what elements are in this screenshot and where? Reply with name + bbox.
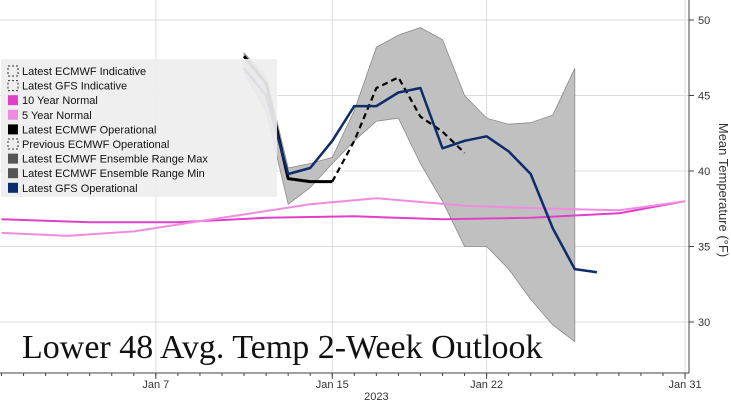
legend-swatch bbox=[8, 168, 18, 179]
series-line-5-year-normal bbox=[1, 197, 686, 237]
ensemble-range-band bbox=[243, 27, 576, 343]
ticks: 30 35 40 45 50 Jan 7 Jan 15 Jan 22 Jan 31 bbox=[1, 15, 710, 391]
legend-label: Latest ECMWF Ensemble Range Min bbox=[22, 168, 205, 180]
legend-swatch bbox=[7, 80, 19, 92]
x-tick-label: Jan 7 bbox=[142, 379, 169, 391]
legend-label: Latest ECMWF Indicative bbox=[22, 66, 146, 78]
y-axis-title: Mean Temperature (°F) bbox=[716, 123, 731, 257]
legend-swatch bbox=[8, 95, 18, 106]
legend-swatch bbox=[8, 153, 18, 164]
x-tick-label: Jan 15 bbox=[316, 379, 349, 391]
legend-swatch bbox=[7, 138, 19, 150]
series-line-10-year-normal bbox=[1, 200, 686, 224]
legend-label: Latest GFS Indicative bbox=[22, 81, 127, 93]
series-line-latest-gfs-operational bbox=[243, 67, 598, 274]
y-tick-label: 50 bbox=[698, 15, 710, 27]
legend-swatch bbox=[7, 65, 19, 77]
y-tick-label: 45 bbox=[698, 91, 710, 103]
legend-label: Latest ECMWF Ensemble Range Max bbox=[22, 154, 208, 166]
x-tick-label: Jan 31 bbox=[669, 379, 702, 391]
legend-swatch bbox=[8, 182, 18, 193]
y-tick-label: 35 bbox=[698, 242, 710, 254]
legend-label: 10 Year Normal bbox=[22, 95, 98, 107]
legend: Latest ECMWF Indicative Latest GFS Indica… bbox=[1, 59, 277, 197]
legend-swatch bbox=[8, 109, 18, 120]
legend-label: 5 Year Normal bbox=[22, 110, 92, 122]
y-tick-label: 30 bbox=[698, 317, 710, 329]
legend-label: Previous ECMWF Operational bbox=[22, 139, 169, 151]
x-tick-label: Jan 22 bbox=[470, 379, 503, 391]
legend-swatch bbox=[8, 124, 18, 135]
legend-label: Latest ECMWF Operational bbox=[22, 124, 157, 136]
chart-title: Lower 48 Avg. Temp 2-Week Outlook bbox=[22, 329, 543, 366]
legend-label: Latest GFS Operational bbox=[22, 183, 138, 195]
legend-background bbox=[1, 59, 277, 197]
y-tick-label: 40 bbox=[698, 166, 710, 178]
x-axis-title: 2023 bbox=[364, 391, 388, 403]
